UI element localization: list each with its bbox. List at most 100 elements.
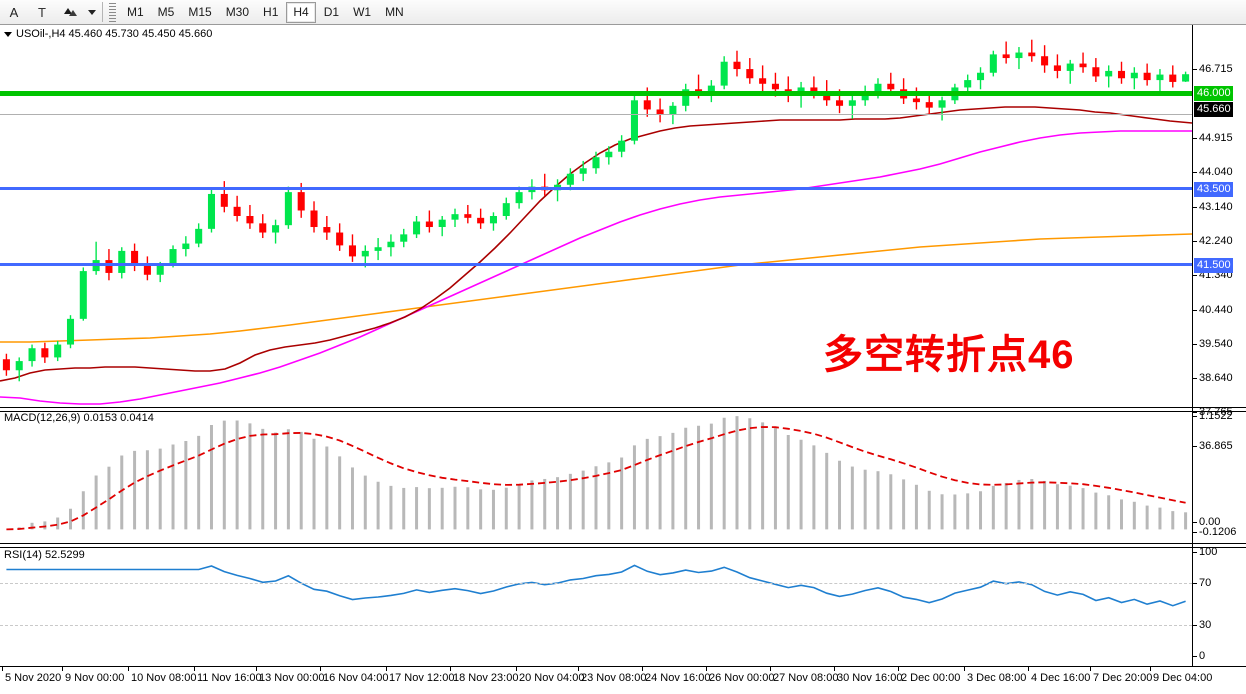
price-tick: 44.915 bbox=[1193, 133, 1233, 144]
symbol-info-text: USOil-,H4 45.460 45.730 45.450 45.660 bbox=[16, 28, 212, 40]
time-tick bbox=[834, 667, 835, 671]
candle-body bbox=[144, 266, 151, 275]
candle-body bbox=[836, 100, 843, 106]
candle-body bbox=[41, 348, 48, 357]
candle-body bbox=[310, 210, 317, 227]
candle-body bbox=[336, 233, 343, 246]
support-price-tag-43-5: 43.500 bbox=[1194, 182, 1233, 197]
candle-body bbox=[618, 141, 625, 152]
support-43-5-line[interactable] bbox=[0, 187, 1192, 190]
time-axis[interactable]: 5 Nov 20209 Nov 00:0010 Nov 08:0011 Nov … bbox=[0, 667, 1192, 694]
rsi-line bbox=[6, 565, 1185, 605]
timeframe-m5[interactable]: M5 bbox=[152, 3, 181, 22]
time-axis-label: 26 Nov 00:00 bbox=[709, 672, 774, 684]
time-axis-label: 11 Nov 16:00 bbox=[197, 672, 262, 684]
candle-body bbox=[1169, 75, 1176, 82]
candle-body bbox=[105, 260, 112, 273]
chart-area[interactable]: USOil-,H4 45.460 45.730 45.450 45.660 bbox=[0, 25, 1246, 694]
chart-toolbar: A T M1 M5 M15 M30 H1 H4 D1 W1 MN bbox=[0, 0, 1246, 25]
timeframe-m1[interactable]: M1 bbox=[121, 3, 150, 22]
candle-body bbox=[1067, 64, 1074, 71]
candle-body bbox=[977, 73, 984, 80]
candle-body bbox=[913, 98, 920, 102]
timeframe-m15[interactable]: M15 bbox=[182, 3, 217, 22]
text-label-tool-button[interactable]: T bbox=[29, 1, 55, 23]
macd-panel[interactable]: MACD(12,26,9) 0.0153 0.0414 bbox=[0, 409, 1192, 542]
timeframe-m30[interactable]: M30 bbox=[220, 3, 255, 22]
candle-body bbox=[990, 54, 997, 72]
candle-body bbox=[413, 222, 420, 235]
rsi-tick: 0 bbox=[1193, 651, 1205, 662]
candle-body bbox=[721, 62, 728, 86]
current-price-tag: 45.660 bbox=[1194, 102, 1233, 117]
rsi-tick: 70 bbox=[1193, 578, 1211, 589]
timeframe-mn[interactable]: MN bbox=[379, 3, 410, 22]
candle-body bbox=[580, 168, 587, 174]
candle-body bbox=[451, 214, 458, 220]
candle-body bbox=[272, 225, 279, 232]
time-axis-label: 3 Dec 08:00 bbox=[967, 672, 1026, 684]
candle-body bbox=[80, 271, 87, 319]
price-axis[interactable]: 46.71544.91544.04043.14042.24041.34040.4… bbox=[1192, 25, 1246, 666]
time-tick bbox=[386, 667, 387, 671]
symbol-info: USOil-,H4 45.460 45.730 45.450 45.660 bbox=[4, 28, 212, 40]
macd-plot bbox=[0, 409, 1192, 542]
time-axis-label: 23 Nov 08:00 bbox=[581, 672, 646, 684]
time-axis-label: 17 Nov 12:00 bbox=[389, 672, 454, 684]
objects-dropdown-button[interactable] bbox=[85, 1, 97, 23]
timeframe-d1[interactable]: D1 bbox=[318, 3, 345, 22]
candle-body bbox=[874, 84, 881, 91]
candle-body bbox=[259, 223, 266, 232]
timeframe-h1[interactable]: H1 bbox=[257, 3, 284, 22]
time-tick bbox=[898, 667, 899, 671]
candle-body bbox=[67, 319, 74, 345]
text-label-tool-icon: T bbox=[38, 5, 46, 20]
candle-body bbox=[1003, 54, 1010, 58]
candle-body bbox=[849, 100, 856, 106]
toolbar-grip[interactable] bbox=[109, 3, 116, 22]
rsi-panel[interactable]: RSI(14) 52.5299 bbox=[0, 546, 1192, 666]
candle-body bbox=[567, 174, 574, 185]
candle-body bbox=[887, 84, 894, 90]
candle-body bbox=[439, 220, 446, 227]
price-tick: 44.040 bbox=[1193, 167, 1233, 178]
price-tick: 42.240 bbox=[1193, 236, 1233, 247]
candle-body bbox=[939, 100, 946, 107]
candle-body bbox=[1041, 56, 1048, 65]
support-41-5-line[interactable] bbox=[0, 263, 1192, 266]
resistance-price-tag: 46.000 bbox=[1194, 86, 1233, 101]
text-tool-icon: A bbox=[10, 5, 19, 20]
text-tool-button[interactable]: A bbox=[1, 1, 27, 23]
resistance-46-line[interactable] bbox=[0, 91, 1192, 96]
candle-body bbox=[182, 244, 189, 250]
candle-body bbox=[246, 216, 253, 223]
candle-body bbox=[926, 102, 933, 108]
timeframe-h4[interactable]: H4 bbox=[286, 2, 315, 23]
candle-body bbox=[1028, 53, 1035, 57]
time-axis-label: 20 Nov 04:00 bbox=[519, 672, 584, 684]
time-tick bbox=[578, 667, 579, 671]
candle-body bbox=[1118, 71, 1125, 78]
rsi-tick: 30 bbox=[1193, 620, 1211, 631]
candle-body bbox=[1182, 74, 1189, 81]
objects-tool-button[interactable] bbox=[57, 1, 83, 23]
collapse-triangle-icon[interactable] bbox=[4, 32, 12, 37]
time-tick bbox=[1028, 667, 1029, 671]
candle-body bbox=[16, 361, 23, 370]
candle-body bbox=[772, 84, 779, 90]
candle-body bbox=[1156, 75, 1163, 81]
candle-body bbox=[400, 234, 407, 241]
candle-body bbox=[118, 251, 125, 273]
candle-body bbox=[3, 359, 10, 370]
candle-body bbox=[349, 245, 356, 256]
candle-body bbox=[1080, 64, 1087, 68]
price-panel[interactable]: USOil-,H4 45.460 45.730 45.450 45.660 bbox=[0, 25, 1192, 407]
time-axis-label: 18 Nov 23:00 bbox=[453, 672, 518, 684]
time-tick bbox=[1150, 667, 1151, 671]
time-axis-label: 10 Nov 08:00 bbox=[131, 672, 196, 684]
chart-annotation-text[interactable]: 多空转折点46 bbox=[823, 322, 1075, 380]
timeframe-w1[interactable]: W1 bbox=[347, 3, 377, 22]
time-tick bbox=[642, 667, 643, 671]
candle-body bbox=[323, 227, 330, 233]
candle-body bbox=[1144, 73, 1151, 80]
